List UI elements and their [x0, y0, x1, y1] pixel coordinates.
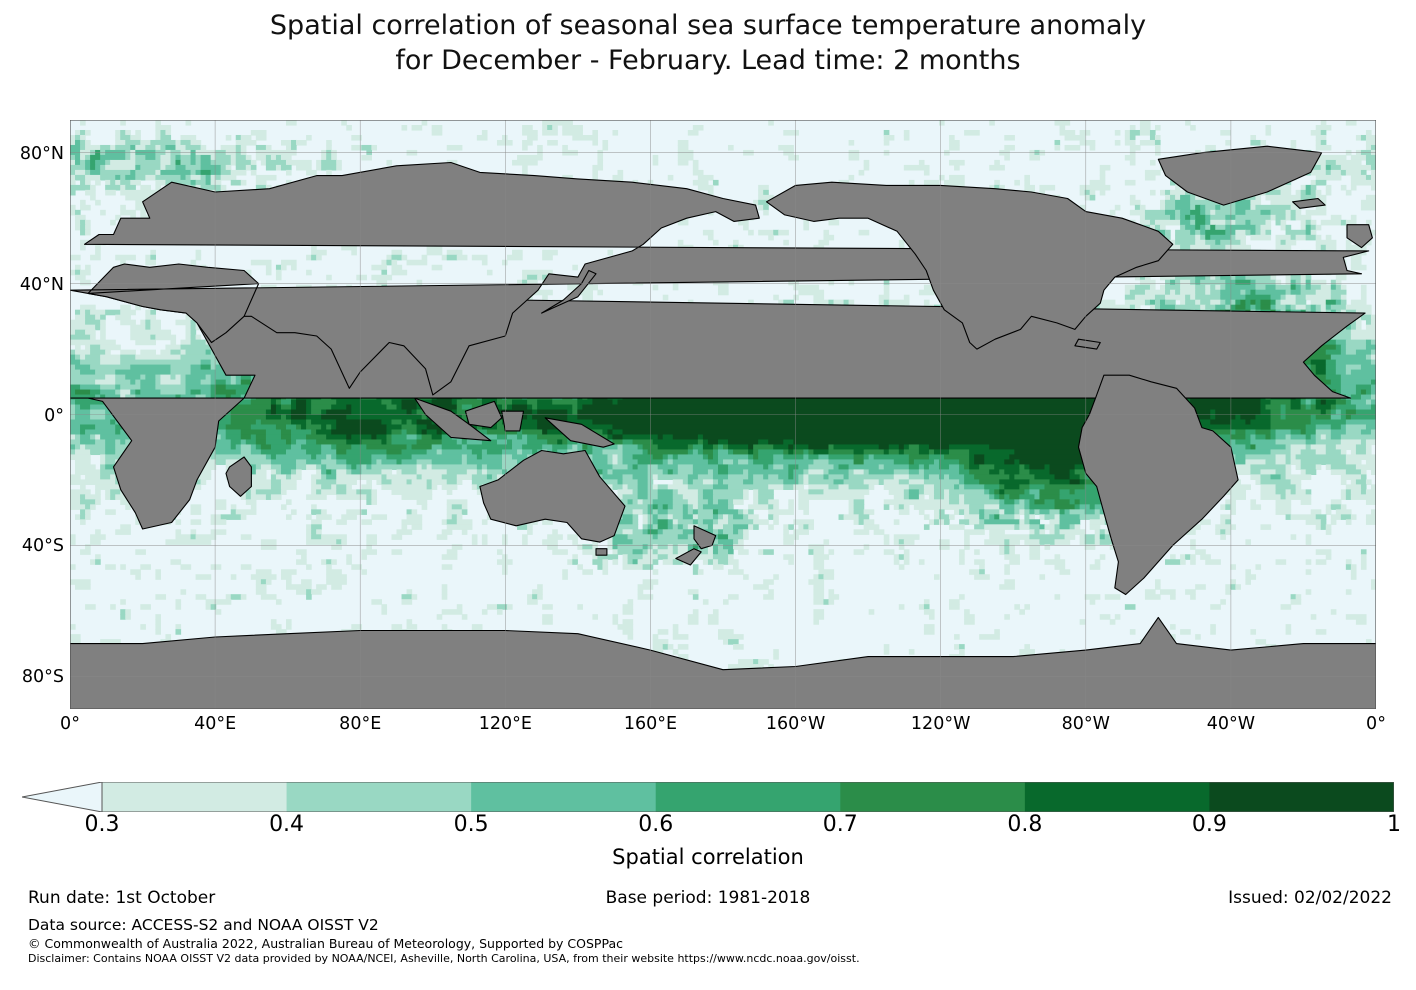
colorbar-ticks: 0.3 0.4 0.5 0.6 0.7 0.8 0.9 1	[22, 812, 1402, 840]
issued-date: Issued: 02/02/2022	[1228, 888, 1392, 908]
lon-tick-label: 80°E	[339, 714, 382, 734]
lat-tick-label: 80°S	[21, 667, 64, 688]
colorbar-tick-label: 0.9	[1191, 812, 1227, 837]
landmass-greenland	[1157, 145, 1323, 206]
landmass-australia	[479, 449, 626, 543]
landmass-tasmania	[595, 548, 608, 556]
colorbar-outline	[101, 782, 1394, 812]
lon-tick-label: 40°E	[194, 714, 237, 734]
longitude-axis: 0° 40°E 80°E 120°E 160°E 160°W 120°W 80°W 40°W 0°	[60, 714, 1386, 742]
landmass-britain	[1346, 224, 1373, 249]
landmass-samerica	[1077, 374, 1239, 596]
title-line-1: Spatial correlation of seasonal sea surf…	[269, 10, 1147, 41]
landmass-sulawesi	[501, 410, 525, 432]
landmass-africa	[70, 292, 1366, 530]
lat-tick-label: 80°N	[19, 143, 64, 164]
graticule	[70, 120, 1376, 709]
lat-tick-label: 40°S	[21, 536, 64, 557]
map-plot	[70, 120, 1376, 709]
landmass-japan	[541, 269, 597, 314]
colorbar-band	[286, 782, 472, 812]
colorbar-band	[655, 782, 841, 812]
lon-tick-label: 120°E	[478, 714, 532, 734]
landmass-eurasia	[70, 161, 1370, 396]
lon-tick-label: 40°W	[1206, 714, 1256, 734]
correlation-map	[70, 120, 1376, 709]
run-date: Run date: 1st October	[28, 888, 216, 908]
disclaimer-notice: Disclaimer: Contains NOAA OISST V2 data …	[28, 952, 860, 965]
latitude-axis: 80°N 40°N 0° 40°S 80°S	[0, 120, 64, 709]
colorbar-tick-label: 0.6	[638, 812, 674, 837]
lat-tick-label: 40°N	[19, 274, 64, 295]
colorbar	[22, 782, 1394, 812]
colorbar-title: Spatial correlation	[612, 845, 804, 869]
page-title: Spatial correlation of seasonal sea surf…	[0, 8, 1416, 78]
colorbar-band	[102, 782, 288, 812]
landmass-nz2	[675, 548, 702, 566]
landmass-nz1	[693, 525, 717, 550]
colorbar-tick-label: 0.7	[822, 812, 858, 837]
land-masses	[70, 145, 1376, 709]
colorbar-tick-label: 1	[1387, 812, 1401, 837]
landmass-madagascar	[225, 456, 252, 497]
lon-tick-label: 80°W	[1061, 714, 1110, 734]
lon-tick-label: 0°	[1366, 714, 1386, 734]
colorbar-band	[840, 782, 1026, 812]
landmass-iceland	[1292, 197, 1326, 209]
base-period: Base period: 1981-2018	[605, 888, 811, 908]
colorbar-tick-label: 0.3	[84, 812, 120, 837]
data-source: Data source: ACCESS-S2 and NOAA OISST V2	[28, 916, 379, 934]
lon-tick-label: 160°W	[765, 714, 826, 734]
lat-tick-label: 0°	[44, 405, 64, 426]
landmass-cuba	[1074, 338, 1101, 350]
lon-tick-label: 160°E	[623, 714, 678, 734]
colorbar-swatches	[22, 782, 1394, 812]
lon-tick-label: 120°W	[910, 714, 971, 734]
metadata-row: Run date: 1st October Base period: 1981-…	[0, 888, 1416, 914]
landmass-newguinea	[544, 417, 615, 448]
lon-tick-label: 0°	[60, 714, 80, 734]
colorbar-band	[471, 782, 657, 812]
colorbar-tick-label: 0.8	[1007, 812, 1043, 837]
title-line-2: for December - February. Lead time: 2 mo…	[395, 45, 1021, 76]
colorbar-band	[1024, 782, 1211, 812]
colorbar-under-arrow	[22, 782, 103, 812]
colorbar-tick-label: 0.4	[269, 812, 305, 837]
colorbar-band	[1209, 782, 1394, 812]
colorbar-tick-label: 0.5	[453, 812, 489, 837]
copyright-notice: © Commonwealth of Australia 2022, Austra…	[28, 936, 623, 951]
landmass-antarctica	[70, 616, 1376, 709]
